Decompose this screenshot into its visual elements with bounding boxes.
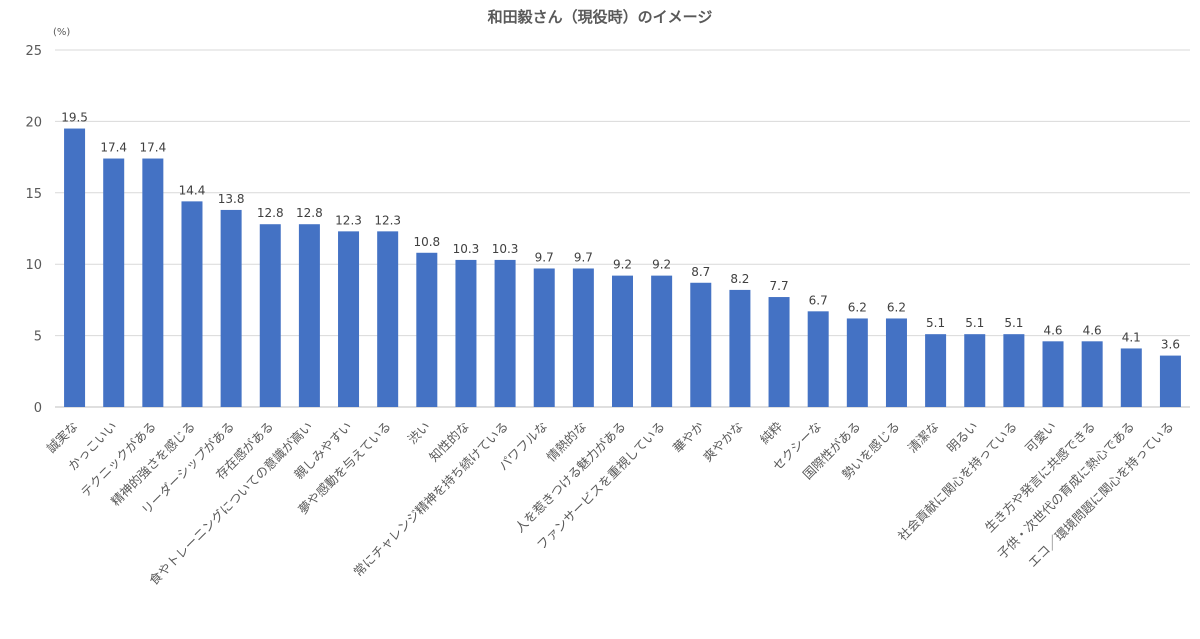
data-label: 9.2 <box>613 258 632 272</box>
data-label: 14.4 <box>179 183 206 197</box>
y-tick-label: 10 <box>25 258 42 273</box>
x-tick-label: 渋い <box>405 419 433 447</box>
data-label: 9.7 <box>535 250 554 264</box>
bar <box>220 209 242 407</box>
bar <box>259 224 281 407</box>
bar <box>1159 355 1181 407</box>
bar <box>494 259 516 407</box>
data-label: 12.8 <box>296 206 323 220</box>
x-tick-label: 誠実な <box>44 419 81 456</box>
bar <box>807 311 829 407</box>
bar <box>103 158 125 407</box>
bar <box>416 252 438 407</box>
data-label: 4.6 <box>1083 323 1102 337</box>
data-label: 4.1 <box>1122 330 1141 344</box>
bar <box>1081 341 1103 407</box>
y-tick-label: 20 <box>25 115 42 130</box>
y-tick-label: 5 <box>34 330 42 345</box>
bar <box>455 259 477 407</box>
data-label: 7.7 <box>770 279 789 293</box>
bar <box>964 334 986 407</box>
bar <box>612 275 633 407</box>
bar <box>885 318 907 407</box>
data-label: 10.3 <box>492 242 519 256</box>
data-label: 10.8 <box>413 235 440 249</box>
data-label: 4.6 <box>1043 323 1062 337</box>
bar <box>1003 334 1025 407</box>
data-label: 12.3 <box>335 213 362 227</box>
bar <box>768 297 790 407</box>
bar <box>338 231 360 407</box>
x-tick-label: 爽やかな <box>700 419 746 465</box>
data-label: 8.7 <box>691 265 710 279</box>
data-label: 5.1 <box>1004 316 1023 330</box>
x-tick-label: エコ／環境問題に関心を持っている <box>1025 419 1177 571</box>
bar <box>846 318 868 407</box>
data-label: 6.2 <box>848 300 867 314</box>
bar <box>572 268 594 407</box>
data-label: 5.1 <box>965 316 984 330</box>
data-label: 12.3 <box>374 213 401 227</box>
x-tick-label: 清潔な <box>905 419 942 456</box>
data-label: 12.8 <box>257 206 284 220</box>
bar <box>181 201 203 407</box>
data-label: 9.7 <box>574 250 593 264</box>
data-label: 3.6 <box>1161 338 1180 352</box>
data-label: 5.1 <box>926 316 945 330</box>
data-label: 9.2 <box>652 258 671 272</box>
bar <box>690 282 712 407</box>
x-tick-label: 明るい <box>944 419 981 456</box>
x-tick-label: 純粋 <box>757 418 786 447</box>
data-label: 17.4 <box>139 141 166 155</box>
data-label: 17.4 <box>100 141 127 155</box>
y-axis-unit: (%) <box>53 27 71 38</box>
data-label: 8.2 <box>730 272 749 286</box>
chart-title: 和田毅さん（現役時）のイメージ <box>487 8 713 26</box>
data-label: 19.5 <box>61 111 88 125</box>
bar <box>1042 341 1064 407</box>
data-label: 6.7 <box>809 293 828 307</box>
bar <box>533 268 555 407</box>
y-tick-label: 0 <box>34 401 42 416</box>
y-tick-label: 15 <box>25 187 42 202</box>
bar <box>298 224 320 407</box>
bar <box>1120 348 1142 407</box>
x-tick-label: 可愛い <box>1022 419 1059 456</box>
data-label: 10.3 <box>453 242 480 256</box>
bar <box>377 231 399 407</box>
bar <box>925 334 947 407</box>
data-label: 13.8 <box>218 192 245 206</box>
bar <box>651 275 673 407</box>
bar <box>64 128 86 408</box>
y-tick-label: 25 <box>25 44 42 59</box>
bar <box>729 289 751 407</box>
x-tick-label: 華やか <box>670 418 707 455</box>
bar <box>142 158 164 407</box>
data-label: 6.2 <box>887 300 906 314</box>
